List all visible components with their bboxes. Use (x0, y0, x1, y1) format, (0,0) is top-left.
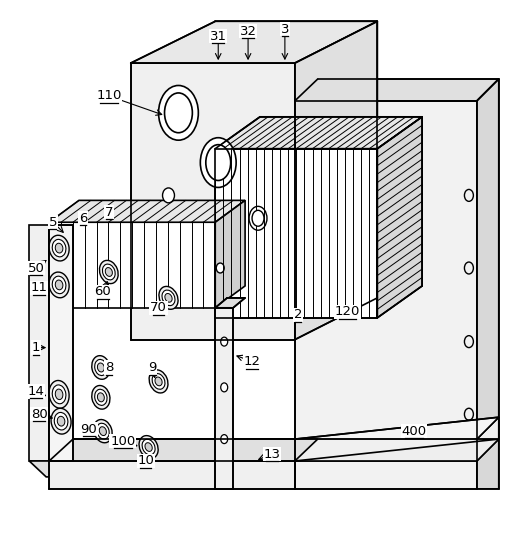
Ellipse shape (162, 290, 175, 306)
Ellipse shape (49, 272, 69, 298)
Polygon shape (29, 225, 49, 461)
Ellipse shape (221, 383, 228, 392)
Text: 31: 31 (210, 30, 227, 43)
Ellipse shape (97, 363, 104, 372)
Polygon shape (215, 201, 245, 308)
Polygon shape (215, 117, 422, 149)
Text: 80: 80 (31, 407, 47, 421)
Text: 9: 9 (148, 361, 157, 374)
Ellipse shape (145, 443, 152, 451)
Ellipse shape (51, 409, 71, 434)
Polygon shape (295, 417, 499, 461)
Polygon shape (49, 225, 73, 461)
Ellipse shape (139, 436, 158, 459)
Ellipse shape (159, 286, 178, 309)
Text: 120: 120 (335, 305, 360, 318)
Ellipse shape (95, 389, 107, 405)
Ellipse shape (221, 434, 228, 444)
Ellipse shape (99, 260, 118, 284)
Text: 110: 110 (96, 89, 122, 102)
Polygon shape (377, 117, 422, 318)
Polygon shape (215, 298, 245, 308)
Ellipse shape (95, 360, 107, 376)
Text: 3: 3 (281, 23, 289, 36)
Polygon shape (29, 461, 66, 477)
Polygon shape (49, 222, 215, 308)
Ellipse shape (97, 393, 104, 402)
Ellipse shape (57, 416, 65, 426)
Ellipse shape (206, 144, 231, 181)
Ellipse shape (49, 381, 69, 408)
Polygon shape (215, 149, 377, 318)
Polygon shape (215, 308, 233, 489)
Polygon shape (295, 101, 477, 489)
Ellipse shape (99, 427, 106, 436)
Ellipse shape (105, 267, 113, 277)
Text: 14: 14 (28, 385, 45, 398)
Ellipse shape (200, 137, 236, 188)
Polygon shape (49, 439, 499, 461)
Ellipse shape (158, 86, 198, 140)
Polygon shape (295, 22, 377, 340)
Text: 7: 7 (105, 206, 113, 219)
Ellipse shape (94, 419, 112, 443)
Polygon shape (477, 79, 499, 489)
Polygon shape (295, 439, 499, 461)
Ellipse shape (249, 206, 267, 230)
Text: 70: 70 (150, 301, 167, 314)
Ellipse shape (92, 356, 110, 379)
Ellipse shape (149, 370, 168, 393)
Ellipse shape (152, 374, 165, 389)
Ellipse shape (55, 243, 63, 253)
Text: 90: 90 (80, 423, 97, 436)
Text: 60: 60 (95, 285, 111, 299)
Text: 13: 13 (264, 447, 280, 460)
Ellipse shape (54, 412, 68, 430)
Ellipse shape (165, 93, 193, 133)
Polygon shape (130, 22, 377, 63)
Ellipse shape (52, 239, 66, 257)
Text: 11: 11 (31, 281, 48, 294)
Ellipse shape (55, 389, 63, 399)
Ellipse shape (92, 385, 110, 409)
Ellipse shape (103, 264, 115, 280)
Ellipse shape (52, 276, 66, 294)
Text: 1: 1 (32, 341, 41, 354)
Ellipse shape (155, 377, 162, 386)
Ellipse shape (96, 423, 109, 439)
Text: 5: 5 (49, 216, 57, 229)
Ellipse shape (216, 263, 224, 273)
Text: 6: 6 (79, 212, 87, 225)
Polygon shape (130, 63, 295, 340)
Text: 8: 8 (105, 361, 113, 374)
Text: 2: 2 (294, 308, 302, 321)
Text: 400: 400 (402, 425, 427, 438)
Ellipse shape (163, 188, 175, 203)
Ellipse shape (142, 439, 155, 455)
Text: 10: 10 (137, 454, 154, 467)
Ellipse shape (49, 235, 69, 261)
Ellipse shape (221, 337, 228, 346)
Polygon shape (49, 439, 318, 461)
Ellipse shape (52, 385, 66, 404)
Ellipse shape (55, 280, 63, 290)
Text: 12: 12 (244, 355, 260, 368)
Polygon shape (49, 417, 499, 461)
Text: 50: 50 (28, 261, 45, 274)
Polygon shape (49, 461, 295, 489)
Polygon shape (49, 201, 245, 222)
Text: 100: 100 (110, 434, 135, 447)
Text: 32: 32 (239, 25, 257, 38)
Ellipse shape (252, 210, 264, 226)
Polygon shape (295, 79, 499, 101)
Ellipse shape (165, 294, 172, 302)
